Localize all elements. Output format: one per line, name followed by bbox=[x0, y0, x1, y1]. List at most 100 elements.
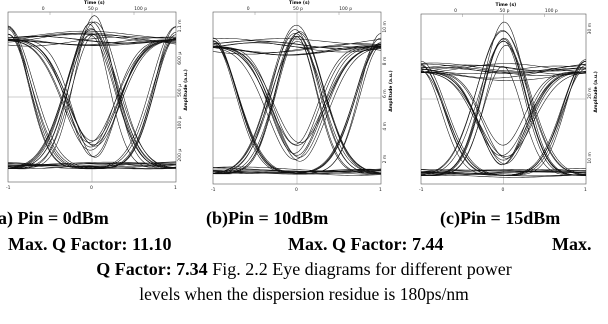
eye-diagram-a: Time (s) 0 50 p 100 p -1 0 1 1.1 m 600 µ 500 µ 100… bbox=[0, 0, 198, 200]
high-level-trace bbox=[7, 35, 177, 44]
edge-bump-trace bbox=[420, 70, 504, 176]
bottom-tick-label: -1 bbox=[6, 185, 11, 191]
eye-bump-trace bbox=[7, 21, 177, 169]
top-tick-label: 0 bbox=[247, 6, 250, 12]
edge-bump-trace bbox=[420, 64, 504, 176]
edge-bump-trace bbox=[7, 26, 93, 169]
eye-dip-trace bbox=[7, 39, 177, 148]
edge-bump-trace bbox=[7, 27, 93, 169]
right-tick-label: 10 m bbox=[382, 21, 388, 33]
high-level-trace bbox=[420, 63, 587, 75]
high-level-trace bbox=[7, 33, 177, 43]
edge-bump-trace bbox=[212, 37, 298, 174]
x-axis-title: Time (s) bbox=[496, 2, 517, 8]
eye-dip-trace bbox=[212, 46, 382, 160]
top-tick-label: 0 bbox=[42, 6, 45, 12]
x-axis-title: Time (s) bbox=[84, 0, 105, 6]
eye-dip-trace bbox=[7, 38, 177, 158]
trace-group bbox=[420, 21, 587, 178]
eye-diagram-c: Time (s) 0 50 p 100 p -1 0 1 30 m 20 m 10 m Amplit… bbox=[411, 0, 608, 200]
eye-diagram-c-svg: Time (s) 0 50 p 100 p -1 0 1 30 m 20 m 10 m Amplit… bbox=[419, 2, 599, 193]
eye-dip-trace bbox=[7, 39, 177, 151]
edge-bump-trace bbox=[503, 65, 587, 176]
eye-dip-trace bbox=[420, 71, 587, 166]
y-axis-title: Amplitude (a.u.) bbox=[183, 69, 189, 110]
eye-dip-trace bbox=[7, 39, 177, 142]
label-b: (b)Pin = 10dBm bbox=[206, 208, 329, 228]
edge-bump-trace bbox=[91, 26, 177, 169]
bottom-tick-label: -1 bbox=[211, 187, 216, 193]
bottom-tick-label: 1 bbox=[379, 187, 382, 193]
right-tick-label: 200 µ bbox=[177, 149, 183, 162]
right-tick-label: 2 m bbox=[382, 155, 388, 164]
top-tick-label: 100 p bbox=[545, 8, 558, 14]
low-level-trace bbox=[7, 163, 177, 170]
edge-bump-trace bbox=[91, 26, 177, 169]
figure-caption-text-2: levels when the dispersion residue is 18… bbox=[139, 284, 469, 304]
eye-bump-trace bbox=[420, 37, 587, 176]
q-factor-b: Max. Q Factor: 7.44 bbox=[288, 234, 444, 254]
q-factor-a: Max. Q Factor: 11.10 bbox=[8, 234, 172, 254]
trace-group bbox=[7, 15, 177, 170]
bottom-tick-label: 0 bbox=[295, 187, 298, 193]
eye-dip-trace bbox=[212, 46, 382, 162]
eye-dip-trace bbox=[212, 46, 382, 145]
eye-bump-trace bbox=[7, 23, 177, 169]
top-tick-label: 50 p bbox=[500, 8, 510, 14]
eye-bump-trace bbox=[420, 30, 587, 175]
eye-diagram-b: Time (s) 0 50 p 100 p -1 0 1 10 m 8 m 6 m 4 m 2 m Am… bbox=[203, 0, 406, 200]
bottom-tick-label: 1 bbox=[584, 187, 587, 193]
eye-bump-trace bbox=[212, 32, 382, 174]
high-level-trace bbox=[420, 65, 587, 75]
eye-dip-trace bbox=[212, 46, 382, 154]
low-level-trace bbox=[212, 170, 382, 175]
high-level-trace bbox=[7, 36, 177, 45]
y-axis-title: Amplitude (a.u.) bbox=[593, 71, 599, 112]
bottom-tick-label: 1 bbox=[174, 185, 177, 191]
right-tick-label: 10 m bbox=[587, 152, 593, 164]
right-tick-label: 8 m bbox=[382, 57, 388, 66]
edge-bump-trace bbox=[91, 37, 177, 169]
label-a: (a) Pin = 0dBm bbox=[0, 208, 109, 228]
eye-dip-trace bbox=[212, 46, 382, 146]
eye-bump-trace bbox=[420, 30, 587, 176]
q-factor-c-end: Q Factor: 7.34 bbox=[96, 259, 208, 279]
eye-bump-trace bbox=[8, 15, 177, 169]
eye-diagram-b-svg: Time (s) 0 50 p 100 p -1 0 1 10 m 8 m 6 m 4 m 2 m Am… bbox=[211, 0, 394, 193]
eye-dip-trace bbox=[212, 46, 382, 144]
eye-bump-trace bbox=[420, 40, 587, 176]
right-tick-label: 20 m bbox=[587, 87, 593, 99]
edge-bump-trace bbox=[7, 28, 93, 169]
low-level-trace bbox=[420, 173, 587, 178]
eye-bump-trace bbox=[420, 44, 587, 176]
high-level-trace bbox=[7, 39, 177, 46]
edge-bump-trace bbox=[212, 42, 298, 174]
high-level-trace bbox=[420, 62, 587, 72]
eye-dip-trace bbox=[420, 72, 587, 157]
caption-line-3: Q Factor: 7.34 Fig. 2.2 Eye diagrams for… bbox=[0, 258, 608, 280]
right-tick-label: 6 m bbox=[382, 89, 388, 98]
edge-bump-trace bbox=[420, 65, 504, 176]
edge-bump-trace bbox=[420, 60, 504, 176]
low-level-trace bbox=[7, 165, 177, 170]
figure-caption-text: Fig. 2.2 Eye diagrams for different powe… bbox=[207, 259, 512, 279]
edge-bump-trace bbox=[503, 68, 587, 176]
edge-bump-trace bbox=[296, 37, 382, 174]
top-tick-label: 50 p bbox=[293, 6, 303, 12]
x-axis-title: Time (s) bbox=[289, 0, 310, 6]
high-level-trace bbox=[212, 38, 382, 45]
right-tick-label: 600 µ bbox=[177, 52, 183, 65]
edge-bump-trace bbox=[420, 70, 504, 176]
high-level-trace bbox=[7, 32, 177, 43]
bottom-tick-label: -1 bbox=[419, 187, 424, 193]
q-factor-c-start: Max. bbox=[552, 234, 592, 254]
edge-bump-trace bbox=[212, 40, 298, 174]
bottom-tick-label: 0 bbox=[90, 185, 93, 191]
high-level-trace bbox=[420, 67, 587, 73]
right-tick-label: 1.1 m bbox=[177, 19, 183, 32]
right-tick-label: 4 m bbox=[382, 122, 388, 131]
trace-group bbox=[212, 24, 382, 176]
low-level-trace bbox=[420, 169, 587, 173]
high-level-trace bbox=[7, 30, 177, 39]
high-level-trace bbox=[212, 46, 382, 56]
